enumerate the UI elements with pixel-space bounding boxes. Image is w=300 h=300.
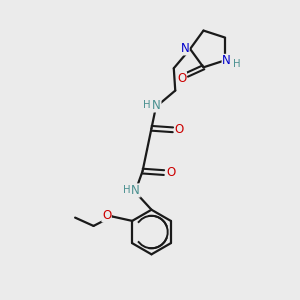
Text: O: O xyxy=(175,123,184,136)
Text: N: N xyxy=(180,42,189,55)
Text: H: H xyxy=(232,59,240,69)
Text: H: H xyxy=(123,185,130,195)
Text: O: O xyxy=(102,209,111,222)
Text: O: O xyxy=(177,72,186,85)
Text: H: H xyxy=(143,100,151,110)
Text: N: N xyxy=(222,54,231,68)
Text: N: N xyxy=(152,99,161,112)
Text: O: O xyxy=(166,166,175,179)
Text: N: N xyxy=(131,184,140,197)
